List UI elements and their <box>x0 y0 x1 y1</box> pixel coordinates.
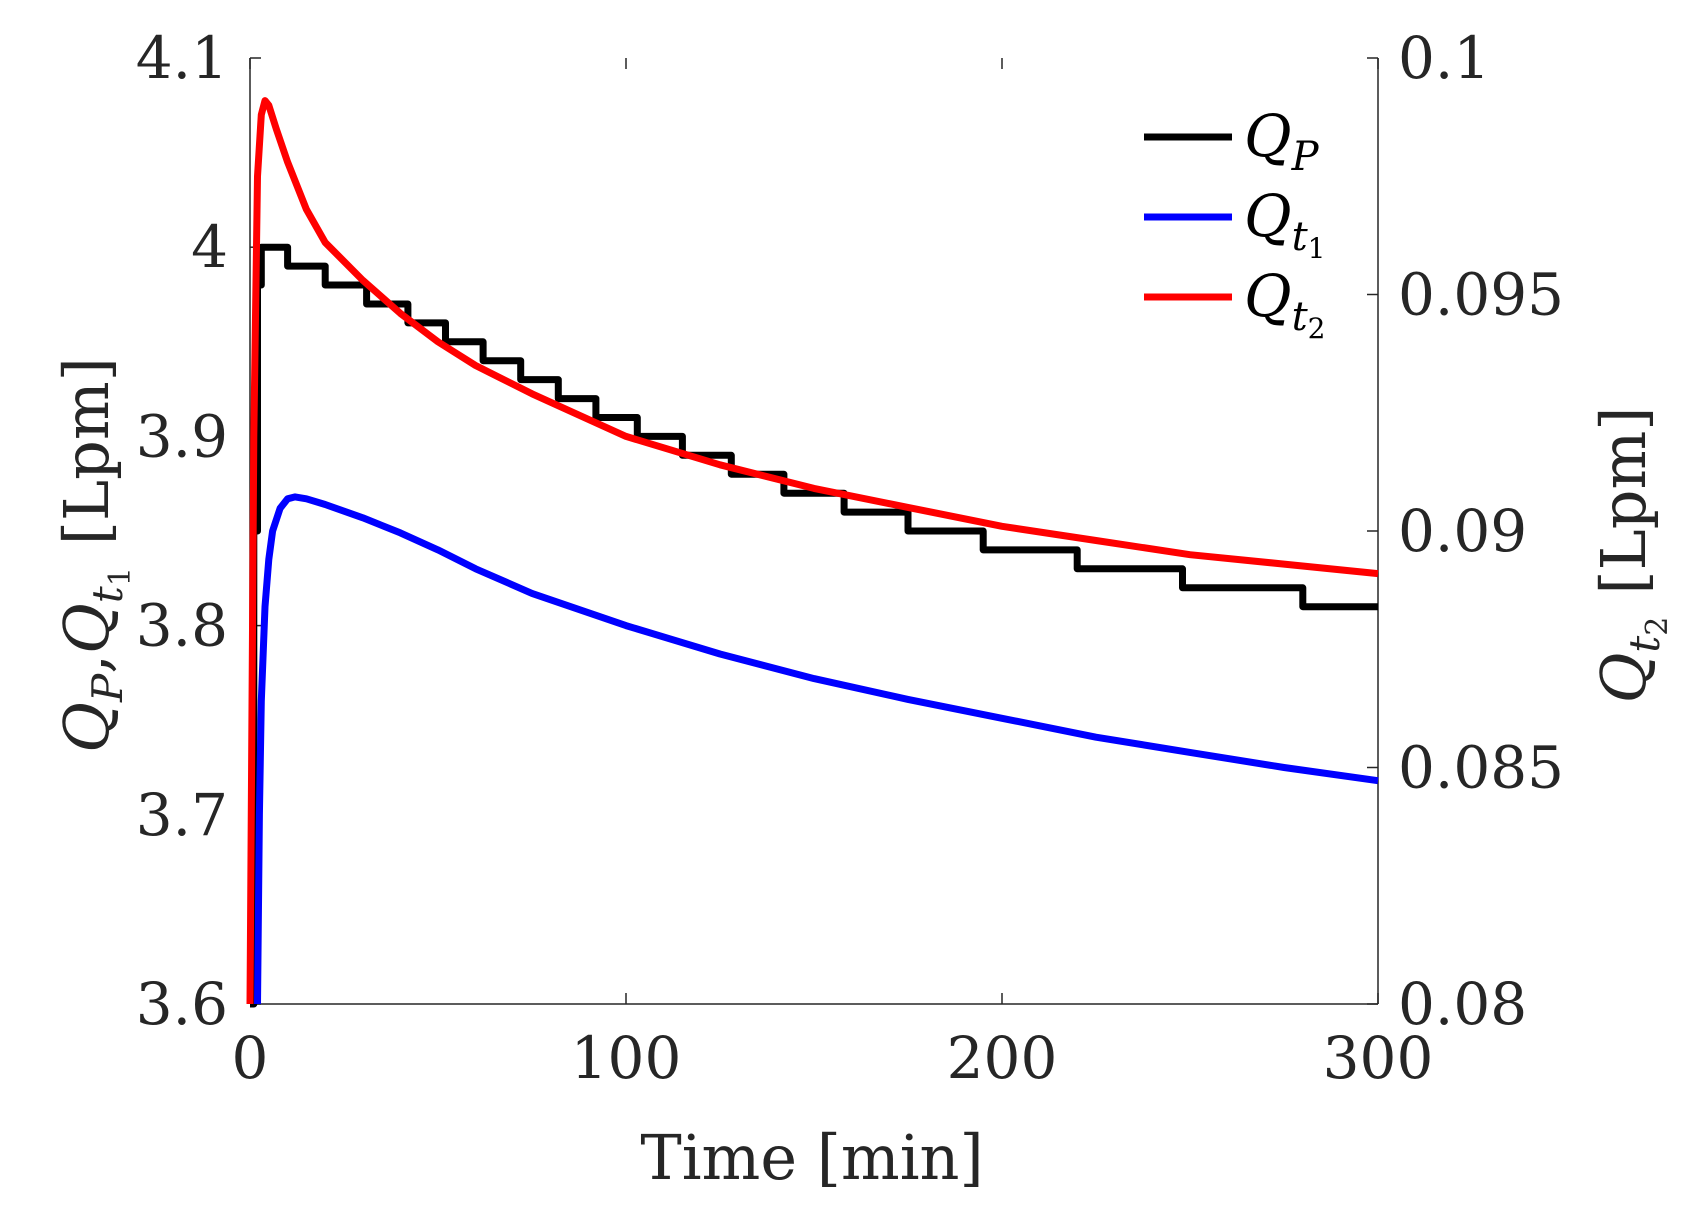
y-right-unit: [Lpm] <box>1587 407 1660 595</box>
y-right-q: Q <box>1587 653 1660 704</box>
y-right-tick-label: 0.085 <box>1398 734 1564 802</box>
x-tick-label: 200 <box>947 1024 1058 1092</box>
legend-label-qt2: Q <box>1244 262 1292 330</box>
x-axis-title: Time [min] <box>640 1121 983 1194</box>
x-axis-label: Time [min] <box>640 1121 983 1194</box>
y-left-unit: [Lpm] <box>50 357 123 545</box>
legend-item-qt2: Qt2 <box>1144 262 1325 345</box>
y-left-tick-label: 4.1 <box>136 24 228 92</box>
series-line-q-t1 <box>254 493 1379 1005</box>
svg-text:Qt2[Lpm]: Qt2 [Lpm] <box>1587 407 1675 704</box>
legend-sub-qt2: t <box>1292 294 1309 340</box>
series-line-q-p <box>250 243 1378 1008</box>
y-right-sub-sub: 2 <box>1640 617 1675 636</box>
plot-area: 0 100 200 300 3.6 3.7 3.8 3.9 4 4.1 0.08 0.085 0.09 0… <box>136 24 1564 1092</box>
legend-sub-qp: P <box>1291 134 1320 180</box>
legend-item-qt1: Qt1 <box>1144 182 1325 265</box>
y-left-tick-label: 3.8 <box>136 592 228 660</box>
svg-text:QP,Qt1[Lpm]: QP,Qt1[Lpm] <box>50 357 138 753</box>
y-right-tick-label: 0.095 <box>1398 261 1564 329</box>
y-left-tick-label: 4 <box>191 213 228 281</box>
svg-text:Qt2: Qt2 <box>1244 262 1325 345</box>
y-right-tick-label: 0.08 <box>1398 970 1527 1038</box>
y-right-tick-label: 0.09 <box>1398 497 1527 565</box>
y-left-sep: , <box>50 654 123 674</box>
x-tick-label: 300 <box>1323 1024 1434 1092</box>
legend-item-qp: QP <box>1144 102 1320 180</box>
y-left-q1: Q <box>50 702 123 753</box>
legend-subsub-qt2: 2 <box>1308 312 1326 345</box>
y-axis-left-label: QP,Qt1[Lpm] <box>50 357 138 753</box>
x-tick-label: 100 <box>571 1024 682 1092</box>
y-axis-right-label: Qt2 [Lpm] <box>1587 407 1675 704</box>
y-left-sub1: P <box>83 673 132 703</box>
y-left-tick-label: 3.9 <box>136 402 228 470</box>
legend-sub-qt1: t <box>1292 214 1309 260</box>
y-left-tick-label: 3.7 <box>136 781 228 849</box>
legend-subsub-qt1: 1 <box>1308 232 1326 265</box>
y-left-tick-label: 3.6 <box>136 970 228 1038</box>
y-right-tick-label: 0.1 <box>1398 24 1490 92</box>
svg-text:QP: QP <box>1244 102 1320 180</box>
x-tick-label: 0 <box>232 1024 269 1092</box>
svg-text:Qt1: Qt1 <box>1244 182 1325 265</box>
legend-label-qt1: Q <box>1244 182 1292 250</box>
y-left-sub2-sub: 1 <box>103 567 138 586</box>
y-right-sub: t <box>1620 636 1669 653</box>
legend-label-qp: Q <box>1244 102 1292 170</box>
series-line-q-t2 <box>246 97 1379 1005</box>
y-left-sub2: t <box>83 586 132 603</box>
legend: QP Qt1 Qt2 <box>1144 102 1325 345</box>
y-left-q2: Q <box>50 603 123 654</box>
